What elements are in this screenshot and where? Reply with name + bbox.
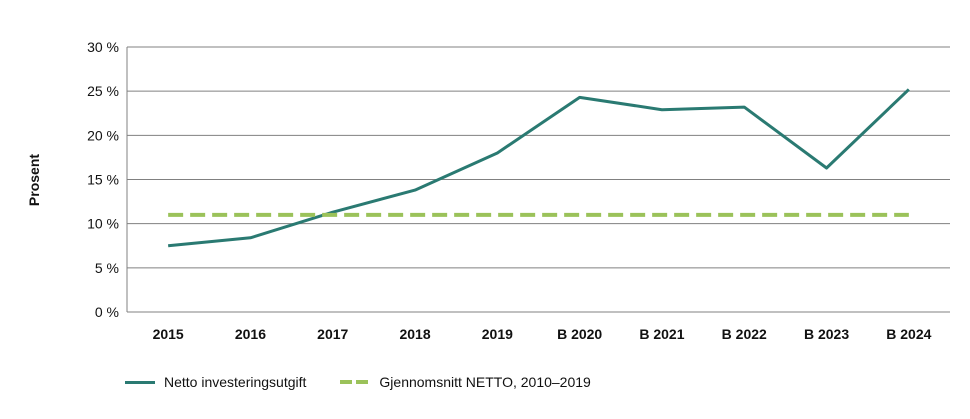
x-tick-label: B 2023 (804, 326, 849, 342)
x-tick-label: B 2024 (886, 326, 931, 342)
legend-item-average: Gjennomsnitt NETTO, 2010–2019 (340, 374, 591, 390)
y-tick-label: 15 % (87, 172, 119, 188)
y-tick-label: 25 % (87, 83, 119, 99)
x-tick-label: B 2022 (722, 326, 767, 342)
legend-label-average: Gjennomsnitt NETTO, 2010–2019 (379, 374, 591, 390)
y-axis-label: Prosent (26, 153, 42, 207)
legend-swatch-netto (125, 380, 155, 384)
x-tick-label: 2019 (482, 326, 513, 342)
y-tick-label: 10 % (87, 216, 119, 232)
y-tick-label: 20 % (87, 127, 119, 143)
legend: Netto investeringsutgift Gjennomsnitt NE… (125, 374, 625, 390)
x-tick-label: 2015 (153, 326, 184, 342)
x-tick-label: 2017 (317, 326, 348, 342)
y-tick-label: 5 % (95, 260, 119, 276)
x-tick-label: 2016 (235, 326, 266, 342)
x-tick-label: 2018 (399, 326, 430, 342)
y-tick-label: 0 % (95, 304, 119, 320)
x-tick-label: B 2020 (557, 326, 602, 342)
x-tick-label: B 2021 (639, 326, 684, 342)
legend-swatch-average (340, 380, 371, 384)
series-line-netto (168, 88, 910, 248)
y-tick-label: 30 % (87, 39, 119, 55)
legend-label-netto: Netto investeringsutgift (164, 374, 307, 390)
legend-item-netto: Netto investeringsutgift (125, 374, 306, 390)
